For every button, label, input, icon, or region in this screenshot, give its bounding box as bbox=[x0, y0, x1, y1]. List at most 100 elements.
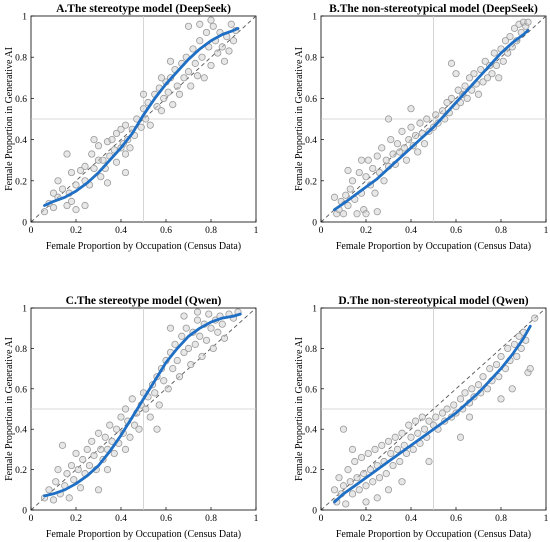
scatter-point bbox=[389, 150, 397, 158]
scatter-point bbox=[65, 494, 73, 502]
scatter-point bbox=[357, 453, 366, 462]
scatter-point bbox=[492, 360, 501, 369]
y-tick-label: 0.6 bbox=[305, 95, 317, 105]
scatter-point bbox=[479, 373, 487, 381]
y-axis-label: Female Proportion in Generative AI bbox=[294, 337, 305, 481]
scatter-point bbox=[438, 409, 447, 417]
panel-title: A.The stereotype model (DeepSeek) bbox=[56, 3, 231, 15]
scatter-point bbox=[391, 433, 399, 441]
scatter-point bbox=[63, 150, 71, 158]
scatter-point bbox=[468, 385, 476, 393]
scatter-point bbox=[189, 45, 197, 53]
scatter-point bbox=[443, 405, 451, 413]
scatter-point bbox=[94, 429, 103, 437]
scatter-point bbox=[54, 177, 62, 185]
scatter-point bbox=[524, 18, 532, 26]
scatter-point bbox=[515, 332, 523, 340]
chart-panel-b: 00 0.2 0.2 0.4 0.4 0.6 0.6 0.8 0.8 1 1 B.The non-st… bbox=[294, 3, 549, 252]
scatter-point bbox=[227, 20, 235, 28]
scatter-point bbox=[411, 417, 420, 425]
scatter-point bbox=[495, 74, 503, 82]
scatter-point bbox=[81, 201, 89, 210]
scatter-point bbox=[355, 486, 363, 494]
scatter-point bbox=[351, 457, 359, 466]
scatter-point bbox=[393, 445, 402, 453]
scatter-point bbox=[146, 413, 154, 421]
scatter-point bbox=[409, 445, 417, 453]
y-tick-label: 0 bbox=[312, 507, 317, 517]
y-tick-label: 0 bbox=[312, 219, 317, 229]
scatter-point bbox=[97, 173, 105, 181]
scatter-point bbox=[353, 210, 361, 218]
scatter-point bbox=[362, 482, 370, 490]
scatter-point bbox=[355, 168, 363, 177]
x-tick-label: 1 bbox=[254, 514, 259, 524]
scatter-point bbox=[67, 461, 76, 470]
scatter-point bbox=[157, 107, 166, 115]
scatter-point bbox=[202, 28, 211, 37]
scatter-point bbox=[63, 470, 71, 478]
scatter-point bbox=[400, 144, 408, 152]
scatter-point bbox=[72, 181, 80, 189]
scatter-point bbox=[117, 125, 125, 133]
scatter-point bbox=[375, 474, 384, 482]
scatter-point bbox=[369, 478, 377, 486]
scatter-point bbox=[384, 115, 393, 123]
x-axis-label: Female Proportion by Occupation (Census … bbox=[336, 529, 531, 540]
scatter-point bbox=[193, 308, 202, 316]
scatter-point bbox=[49, 189, 58, 197]
scatter-point bbox=[54, 465, 62, 474]
scatter-point bbox=[164, 88, 172, 96]
panel-title: C.The stereotype model (Qwen) bbox=[66, 295, 222, 307]
scatter-point bbox=[67, 168, 76, 177]
scatter-point bbox=[155, 401, 163, 409]
y-tick-label: 1 bbox=[22, 13, 27, 23]
scatter-point bbox=[450, 401, 458, 409]
x-tick-label: 1 bbox=[254, 226, 259, 236]
scatter-point bbox=[209, 22, 217, 30]
scatter-point bbox=[229, 37, 238, 45]
x-tick-label: 0.8 bbox=[495, 514, 507, 524]
scatter-point bbox=[384, 486, 393, 494]
scatter-point bbox=[40, 208, 49, 216]
scatter-point bbox=[180, 312, 188, 320]
scatter-point bbox=[198, 352, 206, 361]
scatter-point bbox=[452, 70, 460, 78]
scatter-point bbox=[407, 123, 415, 131]
scatter-point bbox=[128, 395, 136, 403]
scatter-point bbox=[99, 156, 107, 164]
scatter-point bbox=[357, 156, 366, 164]
scatter-point bbox=[407, 433, 415, 441]
scatter-point bbox=[344, 166, 352, 175]
panel-title: D.The non-stereotypical model (Qwen) bbox=[338, 295, 528, 307]
scatter-point bbox=[139, 90, 148, 98]
scatter-point bbox=[486, 364, 494, 373]
scatter-point bbox=[490, 49, 498, 57]
scatter-point bbox=[330, 486, 339, 494]
chart-panel-a: 00 0.2 0.2 0.4 0.4 0.6 0.6 0.8 0.8 1 1 A.The stereo… bbox=[4, 3, 259, 252]
scatter-point bbox=[411, 131, 420, 140]
scatter-point bbox=[94, 142, 103, 150]
scatter-point bbox=[371, 445, 379, 453]
scatter-point bbox=[438, 107, 447, 115]
scatter-point bbox=[58, 185, 67, 193]
scatter-point bbox=[173, 82, 181, 90]
y-tick-label: 0.8 bbox=[305, 345, 317, 355]
scatter-point bbox=[175, 90, 184, 98]
scatter-point bbox=[384, 437, 393, 445]
scatter-point bbox=[362, 498, 370, 506]
scatter-point bbox=[175, 373, 184, 381]
fit-curve bbox=[333, 324, 532, 504]
scatter-point bbox=[137, 123, 145, 131]
fit-curve bbox=[43, 27, 240, 207]
scatter-point bbox=[90, 451, 98, 460]
scatter-point bbox=[160, 377, 168, 385]
scatter-point bbox=[369, 164, 377, 173]
y-tick-label: 0.8 bbox=[305, 54, 317, 64]
scatter-point bbox=[339, 482, 348, 490]
scatter-point bbox=[112, 129, 121, 138]
scatter-point bbox=[180, 348, 188, 357]
scatter-point bbox=[346, 185, 354, 193]
chart-panel-d: 00 0.2 0.2 0.4 0.4 0.6 0.6 0.8 0.8 1 1 D.The non-st… bbox=[294, 295, 549, 540]
scatter-point bbox=[63, 201, 71, 210]
